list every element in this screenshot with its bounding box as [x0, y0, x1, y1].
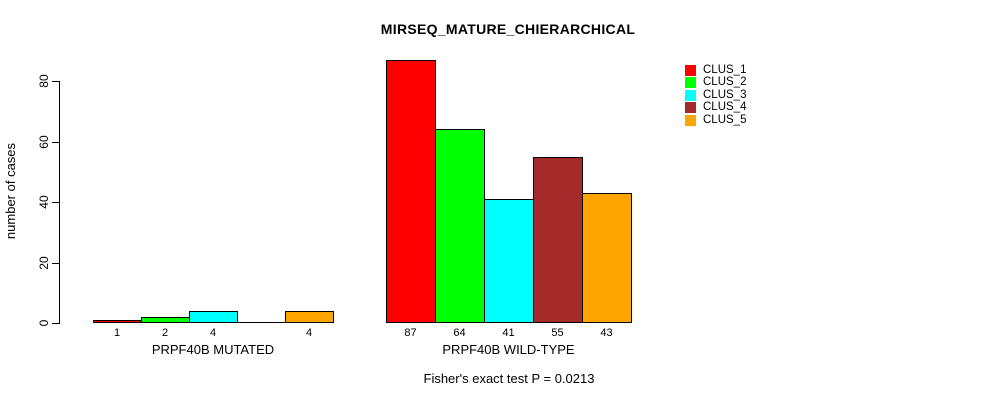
bar-value-label-CLUS_5-wildtype: 43	[600, 327, 613, 339]
bar-CLUS_1-wildtype	[386, 60, 436, 323]
legend-label-CLUS_3: CLUS_3	[703, 89, 747, 101]
bar-CLUS_5-mutated	[285, 311, 334, 323]
legend-label-CLUS_4: CLUS_4	[703, 101, 747, 113]
bar-CLUS_4-mutated	[237, 322, 286, 323]
bar-CLUS_2-mutated	[141, 317, 190, 323]
legend-swatch-CLUS_2	[685, 77, 696, 88]
bar-value-label-CLUS_3-mutated: 4	[209, 327, 217, 339]
y-tick-mark-40	[52, 202, 60, 203]
y-tick-mark-60	[52, 142, 60, 143]
bar-value-label-CLUS_3-wildtype: 41	[502, 327, 515, 339]
y-tick-label-40: 40	[37, 195, 51, 209]
bar-value-label-CLUS_2-wildtype: 64	[453, 327, 466, 339]
bar-value-label-CLUS_1-mutated: 1	[113, 327, 121, 339]
y-tick-label-20: 20	[37, 256, 51, 270]
group-label-mutated: PRPF40B MUTATED	[151, 342, 275, 357]
chart-title: MIRSEQ_MATURE_CHIERARCHICAL	[380, 21, 636, 37]
bar-CLUS_1-mutated	[93, 320, 142, 323]
y-tick-mark-20	[52, 263, 60, 264]
group-label-wildtype: PRPF40B WILD-TYPE	[442, 342, 575, 357]
legend-swatch-CLUS_3	[685, 90, 696, 101]
bar-CLUS_3-wildtype	[484, 199, 534, 323]
caption: Fisher's exact test P = 0.0213	[423, 371, 595, 386]
bar-value-label-CLUS_5-mutated: 4	[305, 327, 313, 339]
bar-CLUS_3-mutated	[189, 311, 238, 323]
legend-label-CLUS_1: CLUS_1	[703, 64, 747, 76]
y-axis-label: number of cases	[3, 142, 18, 240]
legend-swatch-CLUS_4	[685, 102, 696, 113]
bar-value-label-CLUS_2-mutated: 2	[161, 327, 169, 339]
legend-label-CLUS_2: CLUS_2	[703, 76, 747, 88]
bar-CLUS_2-wildtype	[435, 129, 485, 323]
bar-CLUS_5-wildtype	[582, 193, 632, 323]
bar-value-label-CLUS_4-wildtype: 55	[551, 327, 564, 339]
legend-label-CLUS_5: CLUS_5	[703, 114, 747, 126]
y-tick-mark-80	[52, 81, 60, 82]
legend-swatch-CLUS_1	[685, 65, 696, 76]
y-tick-label-60: 60	[37, 135, 51, 149]
y-tick-label-0: 0	[37, 319, 51, 327]
y-tick-label-80: 80	[37, 74, 51, 88]
legend-swatch-CLUS_5	[685, 115, 696, 126]
bar-value-label-CLUS_1-wildtype: 87	[404, 327, 417, 339]
bar-CLUS_4-wildtype	[533, 157, 583, 323]
y-tick-mark-0	[52, 323, 60, 324]
